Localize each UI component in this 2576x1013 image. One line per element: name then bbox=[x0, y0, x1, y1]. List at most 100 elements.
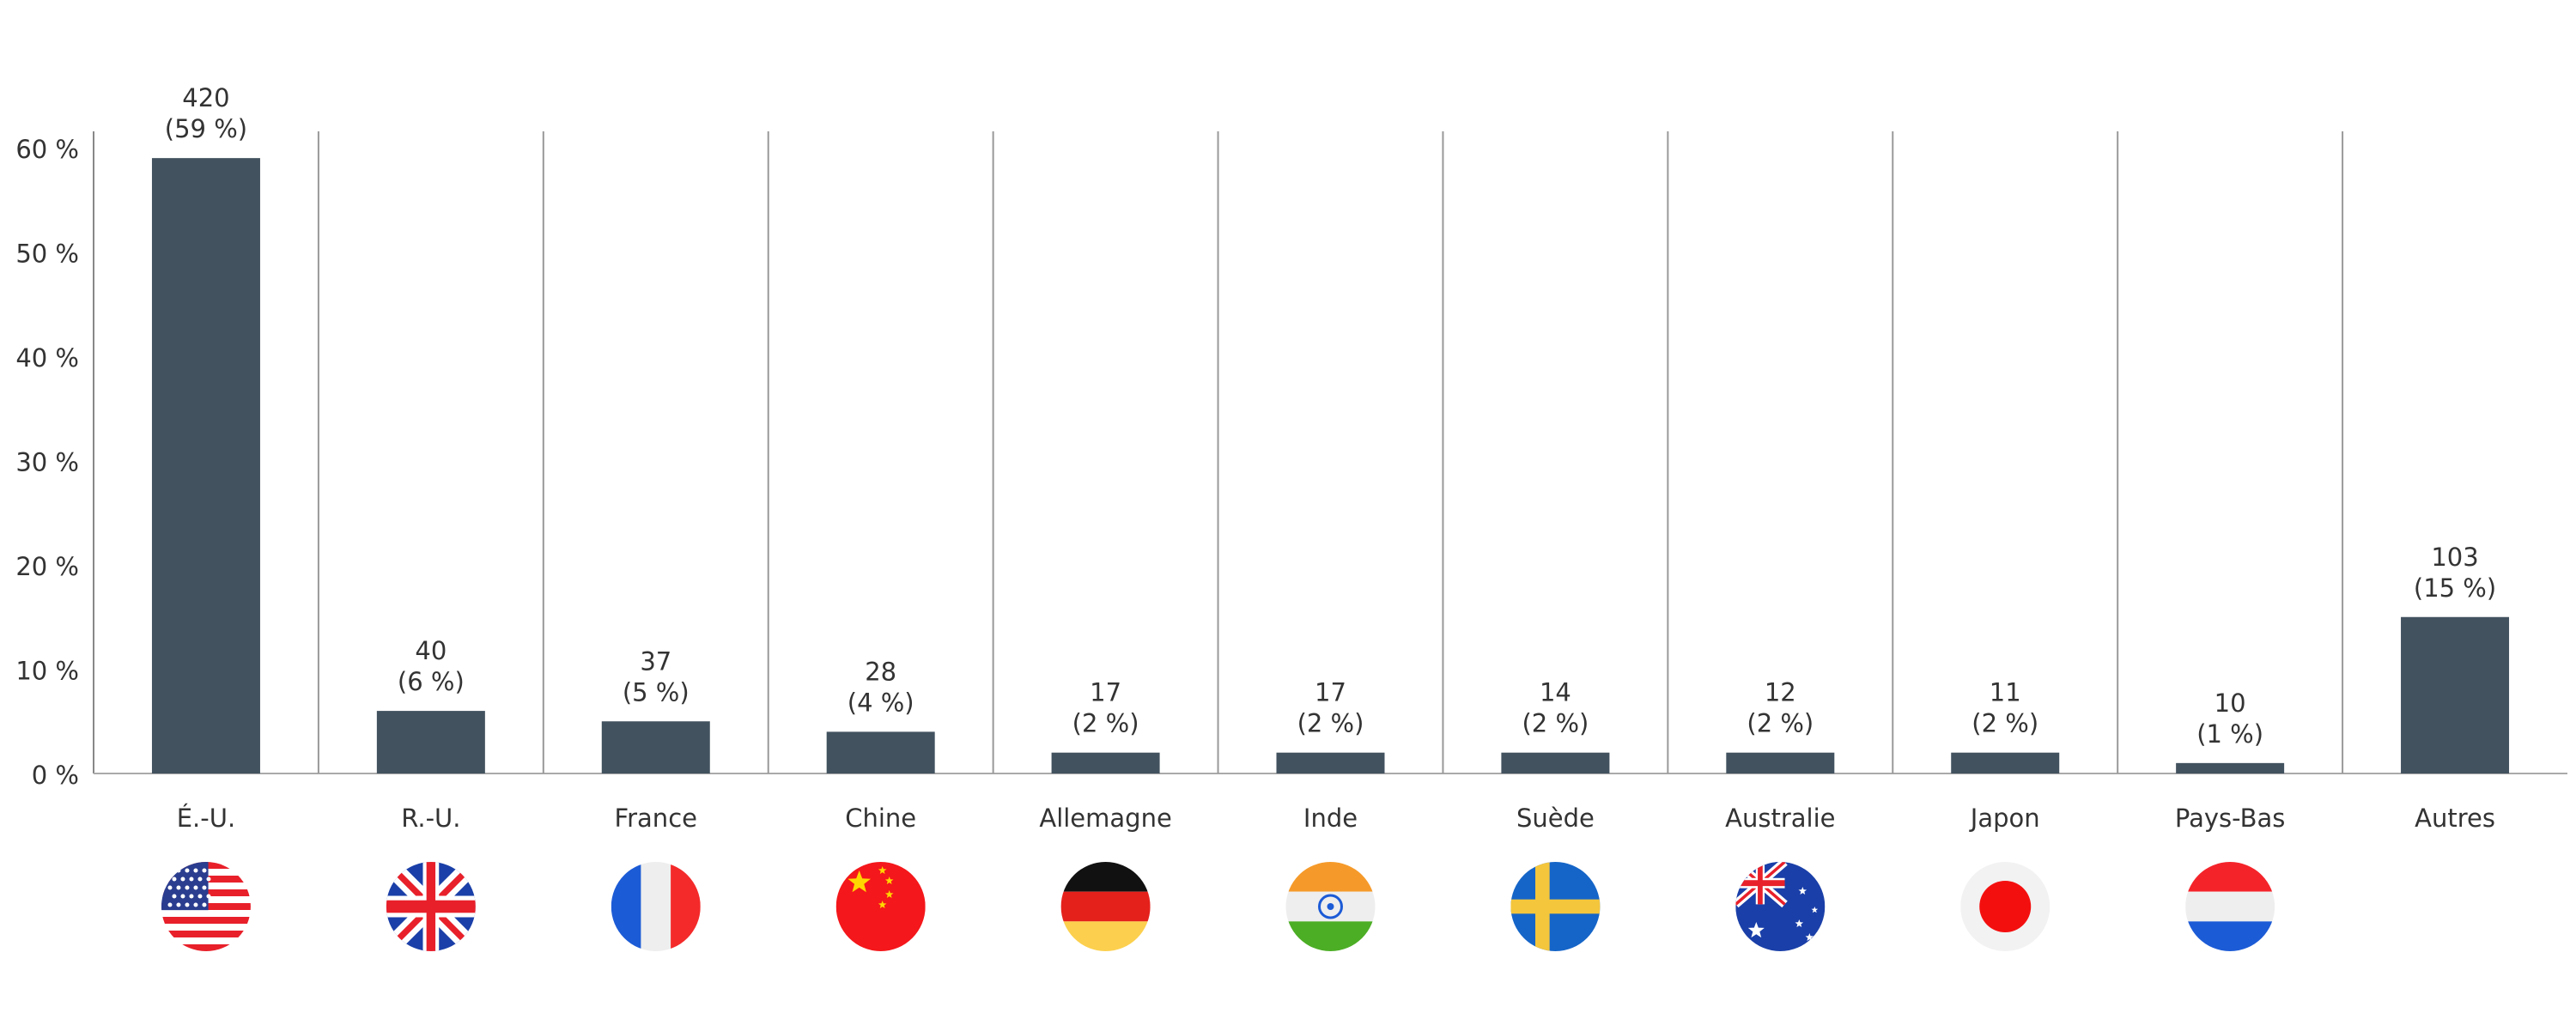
bar bbox=[1951, 752, 2060, 773]
flag-icon bbox=[835, 862, 926, 951]
x-tick-label: France bbox=[615, 804, 697, 833]
bar bbox=[376, 711, 485, 773]
flag-part bbox=[161, 931, 251, 937]
flag-star bbox=[180, 877, 185, 882]
flag-part bbox=[1285, 862, 1376, 892]
data-label: (1 %) bbox=[2196, 719, 2263, 749]
flag-part bbox=[161, 910, 251, 917]
flag-part bbox=[1318, 894, 1343, 919]
data-count-label: 12 bbox=[1765, 678, 1796, 707]
x-tick-label: Suède bbox=[1516, 804, 1595, 833]
flag-part bbox=[161, 944, 251, 951]
flag-icon bbox=[2185, 862, 2275, 951]
x-tick-label: É.-U. bbox=[177, 804, 235, 833]
flag-star bbox=[1811, 907, 1819, 913]
flag-part bbox=[611, 862, 641, 951]
y-tick-label: 20 % bbox=[15, 552, 79, 581]
data-count-label: 11 bbox=[1990, 678, 2021, 707]
data-label: (5 %) bbox=[623, 677, 690, 707]
data-count-label: 103 bbox=[2431, 543, 2478, 572]
flag-star bbox=[172, 894, 177, 899]
flag-star bbox=[193, 902, 198, 907]
flag-icon bbox=[1060, 862, 1151, 951]
data-label: (2 %) bbox=[1072, 709, 1139, 738]
flag-part bbox=[671, 862, 701, 951]
flag-part bbox=[1060, 891, 1151, 922]
data-label: (4 %) bbox=[848, 688, 914, 717]
flag-icon bbox=[161, 862, 251, 951]
flag-part bbox=[1510, 899, 1601, 914]
bar bbox=[1051, 752, 1160, 773]
x-tick-label: Chine bbox=[845, 804, 916, 833]
data-count-label: 40 bbox=[415, 636, 447, 665]
flag-star bbox=[1805, 933, 1814, 941]
flag-icon bbox=[1735, 862, 1826, 951]
data-count-label: 37 bbox=[640, 646, 671, 676]
flag-star bbox=[185, 902, 190, 907]
bar bbox=[2176, 762, 2285, 773]
flag-star bbox=[180, 894, 185, 899]
flag-icon bbox=[1510, 862, 1601, 951]
flag-part bbox=[1327, 903, 1334, 910]
flag-star bbox=[206, 877, 211, 882]
flag-star bbox=[176, 885, 181, 890]
x-tick-label: Japon bbox=[1969, 804, 2040, 833]
data-label: (6 %) bbox=[398, 667, 465, 696]
data-label: (15 %) bbox=[2414, 573, 2496, 603]
flag-part bbox=[161, 937, 251, 944]
flag-star bbox=[176, 868, 181, 873]
y-tick-label: 40 % bbox=[15, 343, 79, 373]
flag-part bbox=[1285, 921, 1376, 951]
flag-star bbox=[193, 885, 198, 890]
y-tick-label: 30 % bbox=[15, 448, 79, 477]
flag-star bbox=[193, 868, 198, 873]
flag-icon bbox=[1285, 862, 1376, 951]
x-tick-label: Inde bbox=[1303, 804, 1358, 833]
flag-star bbox=[1795, 919, 1804, 927]
flag-icon bbox=[1960, 862, 2050, 951]
data-label: (2 %) bbox=[1297, 709, 1364, 738]
bar bbox=[601, 721, 710, 773]
flag-part bbox=[1735, 880, 1785, 887]
bar bbox=[1726, 752, 1835, 773]
flag-star bbox=[202, 885, 207, 890]
flag-star bbox=[167, 868, 173, 873]
flag-part bbox=[2185, 862, 2275, 892]
data-count-label: 14 bbox=[1540, 678, 1571, 707]
bar bbox=[151, 158, 260, 773]
y-tick-label: 50 % bbox=[15, 240, 79, 269]
data-count-label: 17 bbox=[1315, 678, 1346, 707]
data-label: (2 %) bbox=[1747, 709, 1814, 738]
data-label: (2 %) bbox=[1971, 709, 2038, 738]
flag-star bbox=[848, 870, 871, 893]
flag-star bbox=[884, 877, 894, 884]
bar bbox=[826, 731, 935, 773]
flag-star bbox=[878, 901, 887, 908]
data-count-label: 17 bbox=[1090, 678, 1121, 707]
flag-star bbox=[202, 868, 207, 873]
flag-part bbox=[161, 917, 251, 924]
flag-star bbox=[185, 885, 190, 890]
x-tick-label: Autres bbox=[2415, 804, 2495, 833]
x-tick-label: Pays-Bas bbox=[2175, 804, 2285, 833]
x-tick-label: Australie bbox=[1725, 804, 1835, 833]
y-tick-label: 0 % bbox=[32, 761, 79, 790]
flag-star bbox=[884, 890, 894, 898]
data-count-label: 28 bbox=[865, 657, 896, 686]
flag-part bbox=[641, 862, 671, 951]
bar bbox=[1276, 752, 1385, 773]
flag-star bbox=[167, 902, 173, 907]
flag-star bbox=[202, 902, 207, 907]
bar bbox=[2401, 616, 2510, 773]
flag-part bbox=[2185, 891, 2275, 922]
flag-part bbox=[386, 900, 476, 913]
flag-icon bbox=[611, 862, 701, 951]
flag-star bbox=[197, 877, 203, 882]
data-label: (59 %) bbox=[165, 114, 247, 143]
flag-star bbox=[189, 894, 194, 899]
flag-star bbox=[185, 868, 190, 873]
data-label: (2 %) bbox=[1522, 709, 1589, 738]
data-count-label: 420 bbox=[182, 83, 229, 112]
y-tick-label: 60 % bbox=[15, 135, 79, 164]
